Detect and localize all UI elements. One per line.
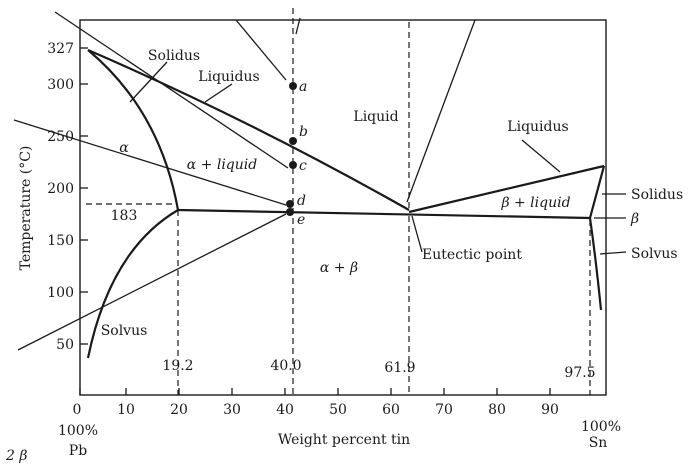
- callout-beta: β: [630, 211, 639, 227]
- y-axis-title: Temperature (°C): [18, 146, 34, 271]
- x-tick-label-90: 90: [541, 402, 559, 418]
- region-liquid: Liquid: [353, 109, 398, 125]
- x-tick-label-10: 10: [117, 402, 135, 418]
- region-alpha-liquid: α + liquid: [187, 157, 257, 173]
- region-labels: α α + liquid Liquid β + liquid α + β: [119, 109, 570, 276]
- y-tick-label-50: 50: [56, 337, 74, 353]
- pointer-40-top: [295, 17, 301, 35]
- point-b-label: b: [299, 124, 308, 140]
- y-axis-tick-labels: 327 300 250 200 150 100 50: [47, 41, 74, 353]
- callout-solidus-right: Solidus: [631, 187, 683, 203]
- solidus-left-curve: [87, 49, 180, 211]
- marked-points: [286, 82, 297, 216]
- left-end-percent: 100%: [58, 423, 98, 439]
- y-tick-label-300: 300: [47, 77, 74, 93]
- diagonal-pointer-upper: [54, 11, 289, 169]
- phase-boundaries: [86, 48, 606, 359]
- plot-frame: [79, 19, 607, 396]
- solvus-right-curve: [588, 217, 603, 311]
- y-tick-label-100: 100: [47, 285, 74, 301]
- callout-solvus-right: Solvus: [631, 246, 678, 262]
- x-axis-ticks: [79, 388, 551, 395]
- region-alpha: α: [119, 140, 129, 156]
- pointer-eutectic-label: [411, 215, 423, 253]
- point-a-marker: [289, 82, 297, 90]
- x-tick-label-60: 60: [382, 402, 400, 418]
- x-tick-label-30: 30: [223, 402, 241, 418]
- composition-19-2: 19.2: [162, 358, 193, 374]
- pointer-liquidus-right: [521, 139, 561, 173]
- pointer-eutectic: [406, 19, 476, 203]
- composition-97-5: 97.5: [564, 365, 595, 381]
- x-axis-title: Weight percent tin: [278, 432, 410, 448]
- eutectic-isotherm: [177, 208, 591, 220]
- right-end-element: Sn: [589, 435, 608, 451]
- region-alpha-beta: α + β: [320, 260, 358, 276]
- point-d-marker: [286, 200, 294, 208]
- point-labels: a b c d e: [297, 79, 308, 228]
- solvus-left-curve: [86, 209, 179, 359]
- liquidus-right-curve: [408, 164, 605, 214]
- callout-solidus-left: Solidus: [148, 48, 200, 64]
- point-a-label: a: [299, 79, 307, 95]
- callout-pointers: [129, 17, 627, 255]
- composition-61-9: 61.9: [384, 360, 415, 376]
- callout-liquidus-right: Liquidus: [507, 119, 568, 135]
- diagonal-pointer-lower: [17, 213, 287, 351]
- y-tick-label-200: 200: [47, 181, 74, 197]
- y-tick-label-250: 250: [47, 129, 74, 145]
- callout-eutectic: Eutectic point: [422, 247, 522, 263]
- x-axis-tick-labels: 0 10 20 30 40 50 60 70 80 90: [73, 402, 559, 418]
- y-tick-label-327: 327: [47, 41, 74, 57]
- x-tick-label-40: 40: [276, 402, 294, 418]
- x-tick-label-0: 0: [73, 402, 82, 418]
- corner-fragment: 2 β: [5, 448, 27, 464]
- composition-40-0: 40.0: [270, 358, 301, 374]
- point-b-marker: [289, 137, 297, 145]
- x-tick-label-70: 70: [435, 402, 453, 418]
- callout-liquidus-left: Liquidus: [198, 69, 259, 85]
- callout-labels: Solidus Liquidus Liquidus Solidus β Solv…: [101, 48, 683, 339]
- y-axis-ticks: [80, 47, 88, 345]
- pointer-solidus-left: [129, 61, 168, 103]
- pointer-liquidus-left: [204, 83, 233, 103]
- solidus-right-curve: [588, 165, 606, 219]
- liquidus-left-curve: [87, 48, 410, 211]
- region-beta-liquid: β + liquid: [500, 195, 570, 211]
- x-tick-label-20: 20: [170, 402, 188, 418]
- pointer-solvus-right: [599, 251, 627, 255]
- pointer-a-top: [235, 19, 287, 81]
- eutectic-temperature-label: 183: [111, 208, 138, 224]
- point-d-label: d: [297, 193, 306, 209]
- point-e-marker: [286, 208, 294, 216]
- callout-solvus-left: Solvus: [101, 323, 148, 339]
- x-tick-label-80: 80: [488, 402, 506, 418]
- point-c-marker: [289, 161, 297, 169]
- y-tick-label-150: 150: [47, 233, 74, 249]
- point-e-label: e: [297, 212, 305, 228]
- left-end-element: Pb: [69, 443, 87, 459]
- point-c-label: c: [299, 158, 307, 174]
- right-end-percent: 100%: [581, 419, 621, 435]
- x-tick-label-50: 50: [329, 402, 347, 418]
- diagonal-pointer-d: [13, 119, 287, 206]
- composition-labels: 19.2 40.0 61.9 97.5: [162, 358, 595, 381]
